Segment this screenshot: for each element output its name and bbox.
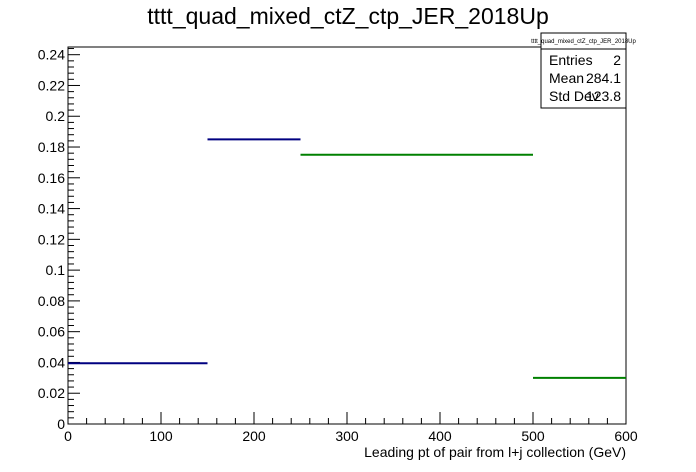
y-tick-label: 0.14 [38,201,65,217]
x-tick-label: 100 [149,428,173,444]
stats-value: 284.1 [586,70,621,86]
x-tick-label: 600 [614,428,638,444]
x-tick-label: 200 [242,428,266,444]
y-tick-label: 0.1 [46,262,66,278]
stats-box: tttt_quad_mixed_ctZ_ctp_JER_2018Up Entri… [531,32,637,109]
y-tick-label: 0.06 [38,324,65,340]
stats-value: 2 [613,52,621,68]
chart-title: tttt_quad_mixed_ctZ_ctp_JER_2018Up [147,3,548,29]
y-tick-label: 0.08 [38,293,65,309]
y-tick-label: 0.02 [38,385,65,401]
x-tick-label: 500 [521,428,545,444]
stats-label: Std Dev [549,88,599,104]
stats-label: Entries [549,52,593,68]
stats-value: 123.8 [586,88,621,104]
y-axis: 0 0.02 0.04 0.06 0.08 0.1 0.12 0.14 0.16 0.18 0.2 0… [38,47,80,432]
y-tick-label: 0.22 [38,77,65,93]
y-tick-label: 0.2 [46,108,66,124]
y-tick-label: 0.04 [38,354,65,370]
x-tick-label: 300 [335,428,359,444]
y-tick-label: 0 [57,416,65,432]
y-tick-label: 0.16 [38,170,65,186]
y-tick-label: 0.12 [38,231,65,247]
x-tick-label: 400 [428,428,452,444]
histogram-bins [68,138,626,379]
stats-box-frame [540,32,627,109]
x-tick-label: 0 [64,428,72,444]
x-axis: 0 100 200 300 400 500 600 [64,412,638,444]
y-tick-label: 0.18 [38,139,65,155]
x-axis-label: Leading pt of pair from l+j collection (… [364,444,626,460]
stats-label: Mean [549,70,584,86]
stats-box-title: tttt_quad_mixed_ctZ_ctp_JER_2018Up [531,39,636,45]
y-tick-label: 0.24 [38,47,65,63]
